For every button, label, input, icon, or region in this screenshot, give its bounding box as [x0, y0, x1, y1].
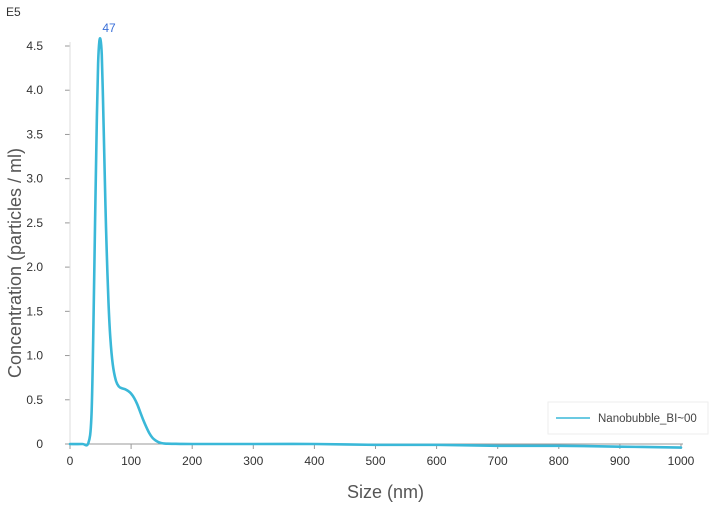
- series-layer: [68, 37, 683, 449]
- legend[interactable]: Nanobubble_BI~00: [547, 401, 709, 435]
- y-axis-ticks: 0 0.5 1.0 1.5 2.0 2.5 3.0 3.5 4.0 4.5: [26, 39, 70, 451]
- peak-label: 47: [102, 21, 116, 35]
- y-tick-label: 2.0: [26, 260, 43, 274]
- y-axis-title: Concentration (particles / ml): [5, 148, 25, 378]
- y-axis-multiplier: E5: [6, 5, 21, 19]
- x-tick-label: 0: [67, 454, 74, 468]
- y-tick-label: 1.0: [26, 349, 43, 363]
- x-tick-label: 400: [304, 454, 324, 468]
- x-tick-label: 1000: [668, 454, 695, 468]
- x-tick-label: 200: [182, 454, 202, 468]
- x-tick-label: 300: [243, 454, 263, 468]
- y-tick-label: 1.5: [26, 304, 43, 318]
- y-tick-label: 4.0: [26, 83, 43, 97]
- y-tick-label: 2.5: [26, 216, 43, 230]
- y-tick-label: 0: [36, 437, 43, 451]
- annotation-layer: 47: [102, 21, 116, 35]
- y-tick-label: 0.5: [26, 393, 43, 407]
- x-tick-label: 500: [365, 454, 385, 468]
- y-tick-label: 3.5: [26, 127, 43, 141]
- x-tick-label: 700: [488, 454, 508, 468]
- y-tick-label: 3.0: [26, 172, 43, 186]
- legend-label: Nanobubble_BI~00: [598, 413, 697, 425]
- x-tick-label: 900: [610, 454, 630, 468]
- x-axis-title: Size (nm): [347, 482, 424, 502]
- y-tick-label: 4.5: [26, 39, 43, 53]
- x-tick-label: 600: [427, 454, 447, 468]
- series-line-0[interactable]: [68, 37, 683, 449]
- x-tick-label: 100: [121, 454, 141, 468]
- x-axis-ticks: 0 100 200 300 400 500 600 700 800 900 1000: [67, 444, 695, 468]
- x-tick-label: 800: [549, 454, 569, 468]
